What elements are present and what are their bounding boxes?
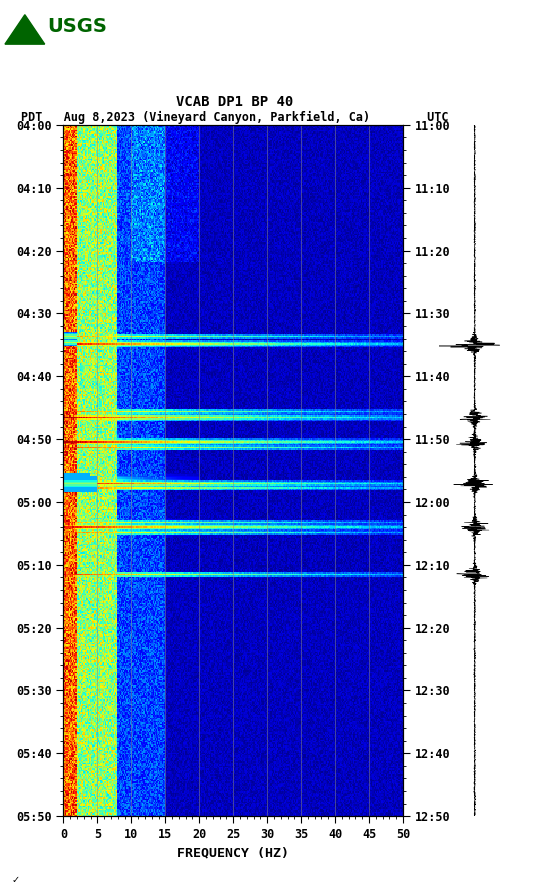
Polygon shape [5,15,45,44]
Text: USGS: USGS [47,18,108,37]
Text: PDT   Aug 8,2023 (Vineyard Canyon, Parkfield, Ca)        UTC: PDT Aug 8,2023 (Vineyard Canyon, Parkfie… [21,112,448,124]
Text: VCAB DP1 BP 40: VCAB DP1 BP 40 [176,95,293,109]
X-axis label: FREQUENCY (HZ): FREQUENCY (HZ) [177,847,289,860]
Text: ✓: ✓ [11,875,19,885]
